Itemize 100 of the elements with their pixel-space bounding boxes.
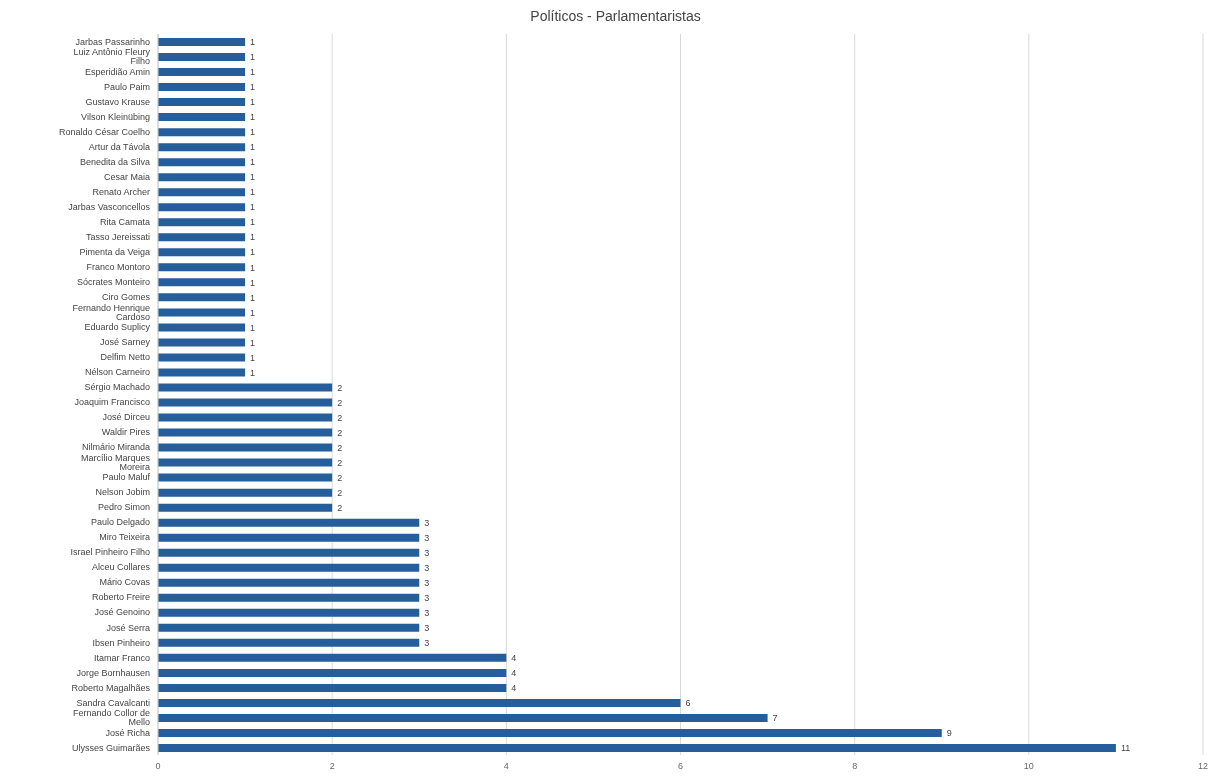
y-tick-label: Fernando Collor de Mello (72, 708, 150, 728)
y-tick-label: Rita Camata (99, 216, 150, 227)
y-tick-label: Joaquim Francisco (74, 397, 150, 408)
bar (158, 293, 246, 302)
data-label: 3 (424, 547, 430, 558)
data-label: 3 (424, 592, 430, 603)
bar (158, 743, 1116, 752)
data-label: 1 (250, 37, 256, 48)
y-tick-label: José Serra (106, 622, 150, 633)
data-label: 2 (337, 487, 343, 498)
data-label: 2 (337, 427, 343, 438)
x-tick-label: 12 (1197, 761, 1209, 772)
y-tick-label: Gustavo Krause (85, 96, 150, 107)
chart-title: Políticos - Parlamentaristas (529, 8, 702, 26)
y-tick-label: Franco Montoro (86, 262, 150, 273)
data-label: 1 (250, 187, 256, 198)
x-tick-label: 0 (155, 761, 161, 772)
bar (158, 218, 246, 227)
data-label: 4 (511, 653, 517, 664)
y-tick-label: Itamar Franco (93, 652, 150, 663)
y-tick-label: Nélson Carneiro (84, 367, 150, 378)
y-tick-label: Sérgio Machado (84, 382, 150, 393)
bar (158, 473, 333, 482)
bar (158, 38, 246, 46)
bar (158, 248, 246, 257)
bar (158, 83, 246, 92)
data-label: 1 (250, 172, 256, 183)
data-label: 2 (337, 442, 343, 453)
bar (158, 263, 246, 272)
data-label: 6 (685, 698, 691, 709)
data-label: 4 (511, 683, 517, 694)
bar (158, 668, 507, 677)
bar (158, 323, 246, 332)
bar (158, 398, 333, 407)
bar (158, 638, 420, 647)
y-tick-label: Renato Archer (92, 186, 150, 197)
data-label: 1 (250, 322, 256, 333)
data-label: 4 (511, 668, 517, 679)
bar (158, 53, 246, 62)
bar (158, 698, 681, 707)
bar (158, 68, 246, 77)
y-tick-label: José Genoino (94, 607, 150, 618)
bar (158, 173, 246, 182)
data-label: 3 (424, 638, 430, 649)
y-tick-label: José Sarney (99, 337, 151, 348)
bar (158, 728, 942, 737)
data-label: 1 (250, 217, 256, 228)
y-tick-label: Nilmário Miranda (81, 442, 150, 453)
bar (158, 608, 420, 617)
y-tick-label: Luiz Antônio Fleury Filho (73, 47, 151, 67)
data-label: 1 (250, 367, 256, 378)
data-label: 1 (250, 232, 256, 243)
data-label: 1 (250, 247, 256, 258)
data-label: 2 (337, 457, 343, 468)
y-tick-label: Jarbas Vasconcellos (68, 201, 151, 212)
bar (158, 128, 246, 137)
data-label: 1 (250, 277, 256, 288)
bar (158, 593, 420, 602)
bar (158, 548, 420, 557)
x-tick-label: 10 (1023, 761, 1034, 772)
data-label: 1 (250, 112, 256, 123)
data-label: 1 (250, 157, 256, 168)
y-tick-label: Pimenta da Veiga (79, 247, 150, 257)
data-label: 1 (250, 127, 256, 138)
x-tick-label: 4 (503, 761, 509, 772)
y-tick-label: Sócrates Monteiro (76, 277, 150, 288)
data-label: 1 (250, 82, 256, 93)
y-tick-label: Ibsen Pinheiro (92, 637, 150, 648)
y-tick-label: Paulo Maluf (102, 472, 151, 483)
x-tick-label: 8 (852, 761, 858, 772)
y-tick-label: Vilson Kleinübing (81, 111, 150, 122)
x-tick-label: 6 (677, 761, 684, 772)
bar (158, 383, 333, 392)
y-tick-label: Miro Teixeira (99, 532, 150, 543)
bar (158, 278, 246, 287)
y-tick-label: Jorge Bornhausen (76, 667, 150, 678)
y-tick-label: Fernando Henrique Cardoso (72, 302, 150, 322)
y-tick-label: Ronaldo César Coelho (58, 126, 150, 137)
bar (158, 233, 246, 242)
bar (158, 533, 420, 542)
data-label: 3 (424, 517, 430, 528)
y-tick-label: Israel Pinheiro Filho (70, 547, 150, 558)
y-tick-label: Pedro Simon (97, 502, 150, 513)
y-tick-label: Artur da Távola (88, 141, 150, 152)
y-tick-label: Delfim Netto (100, 352, 150, 363)
y-tick-label: Paulo Paim (103, 81, 150, 92)
y-tick-label: Esperidião Amin (84, 66, 150, 77)
y-tick-label: José Richa (105, 727, 150, 738)
data-label: 3 (424, 532, 430, 543)
bar (158, 98, 246, 107)
data-label: 1 (250, 292, 256, 303)
data-label: 2 (337, 397, 343, 408)
y-tick-label: Tasso Jereissati (85, 231, 150, 242)
data-label: 11 (1120, 743, 1131, 754)
data-label: 1 (250, 307, 256, 318)
y-tick-label: José Dirceu (102, 412, 150, 423)
data-label: 1 (250, 262, 256, 273)
y-tick-label: Marcílio Marques Moreira (80, 452, 151, 472)
y-tick-label: Mário Covas (99, 577, 151, 588)
y-tick-label: Benedita da Silva (79, 156, 150, 167)
